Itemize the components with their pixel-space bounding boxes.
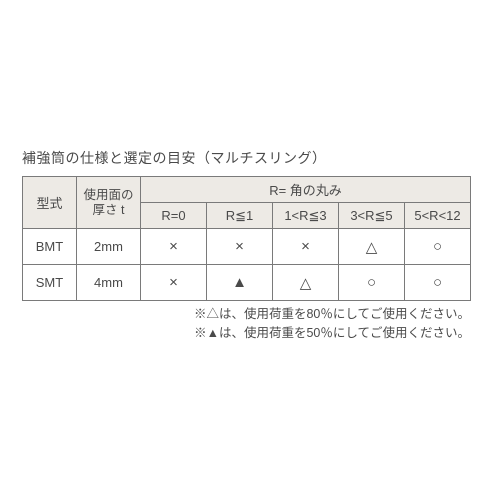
cell-model: BMT xyxy=(23,229,77,265)
table-title: 補強筒の仕様と選定の目安（マルチスリング） xyxy=(22,148,472,168)
table-row: SMT 4mm × ▲ △ ○ ○ xyxy=(23,265,471,301)
cell-thickness: 2mm xyxy=(77,229,141,265)
cell-value: ○ xyxy=(339,265,405,301)
cell-value: × xyxy=(141,229,207,265)
footnote-black-triangle: ※▲は、使用荷重を50％にしてご使用ください。 xyxy=(22,324,470,343)
col-header-r0: R=0 xyxy=(141,203,207,229)
cell-value: △ xyxy=(339,229,405,265)
cell-value: × xyxy=(273,229,339,265)
cell-value: ○ xyxy=(405,265,471,301)
cell-value: ○ xyxy=(405,229,471,265)
col-header-r1: R≦1 xyxy=(207,203,273,229)
footnote-triangle: ※△は、使用荷重を80％にしてご使用ください。 xyxy=(22,305,470,324)
cell-value: × xyxy=(207,229,273,265)
page: 補強筒の仕様と選定の目安（マルチスリング） 型式 使用面の 厚さ t R= 角の… xyxy=(0,0,500,500)
col-header-r3: 3<R≦5 xyxy=(339,203,405,229)
cell-value: △ xyxy=(273,265,339,301)
footnotes: ※△は、使用荷重を80％にしてご使用ください。 ※▲は、使用荷重を50％にしてご… xyxy=(22,305,472,343)
col-header-r2: 1<R≦3 xyxy=(273,203,339,229)
col-header-r-group: R= 角の丸み xyxy=(141,177,471,203)
thickness-label-line2: 厚さ t xyxy=(93,203,125,217)
thickness-label-line1: 使用面の xyxy=(83,188,133,202)
col-header-r4: 5<R<12 xyxy=(405,203,471,229)
cell-model: SMT xyxy=(23,265,77,301)
col-header-thickness: 使用面の 厚さ t xyxy=(77,177,141,229)
col-header-model: 型式 xyxy=(23,177,77,229)
cell-value: × xyxy=(141,265,207,301)
spec-table: 型式 使用面の 厚さ t R= 角の丸み R=0 R≦1 1<R≦3 3<R≦5… xyxy=(22,176,471,301)
cell-thickness: 4mm xyxy=(77,265,141,301)
cell-value: ▲ xyxy=(207,265,273,301)
table-row: BMT 2mm × × × △ ○ xyxy=(23,229,471,265)
